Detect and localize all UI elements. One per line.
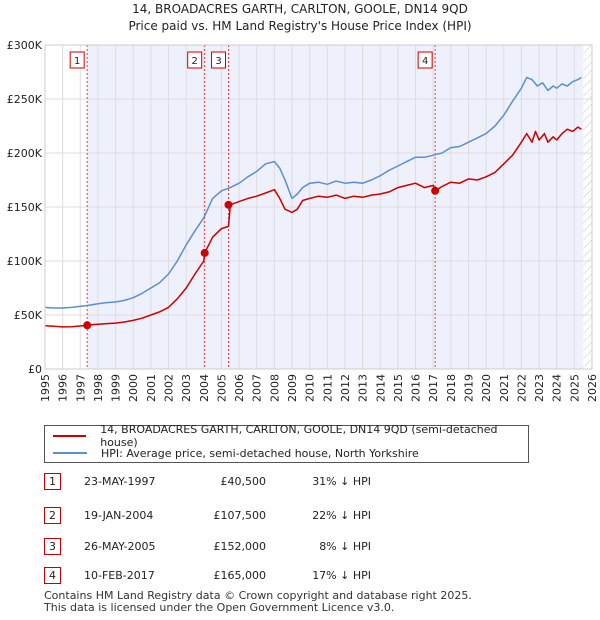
x-tick-label: 2006 [233, 374, 246, 402]
x-tick-label: 1997 [74, 374, 87, 402]
x-tick-label: 1996 [57, 374, 70, 402]
legend-label-hpi: HPI: Average price, semi-detached house,… [101, 446, 419, 460]
sale-number-badge: 2 [44, 507, 61, 524]
sale-point [224, 200, 233, 209]
x-tick-label: 2018 [445, 374, 458, 402]
x-tick-label: 2020 [480, 374, 493, 402]
sale-date: 19-JAN-2004 [84, 509, 154, 522]
sale-number-badge: 4 [44, 567, 61, 584]
x-tick-label: 2019 [462, 374, 475, 402]
sale-date: 10-FEB-2017 [84, 569, 155, 582]
x-tick-label: 2008 [268, 374, 281, 402]
footer: Contains HM Land Registry data © Crown c… [44, 590, 472, 614]
x-tick-label: 2011 [321, 374, 334, 402]
x-tick-label: 2000 [127, 374, 140, 402]
footer-licence: This data is licensed under the Open Gov… [44, 601, 395, 614]
x-tick-label: 2016 [410, 374, 423, 402]
legend-item-property: 14, BROADACRES GARTH, CARLTON, GOOLE, DN… [53, 423, 528, 449]
sale-hpi-diff: 17% ↓ HPI [312, 569, 371, 582]
y-tick-label: £250K [7, 93, 43, 106]
sale-price: £152,000 [213, 540, 267, 553]
x-tick-label: 2002 [163, 374, 176, 402]
sale-hpi-diff: 22% ↓ HPI [312, 509, 371, 522]
plot-frame [44, 44, 593, 370]
sale-price: £107,500 [213, 509, 267, 522]
x-tick-label: 2017 [427, 374, 440, 402]
x-tick-label: 2021 [498, 374, 511, 402]
sale-point [431, 186, 440, 195]
x-tick-label: 2014 [374, 374, 387, 402]
y-tick-label: £0 [28, 363, 42, 376]
x-tick-label: 2012 [339, 374, 352, 402]
x-tick-label: 2023 [533, 374, 546, 402]
sale-point [200, 248, 209, 257]
sale-point [83, 321, 92, 330]
y-tick-label: £100K [7, 255, 43, 268]
sale-label: 1 [74, 56, 80, 67]
y-tick-label: £50K [14, 309, 43, 322]
x-tick-label: 2013 [357, 374, 370, 402]
x-tick-label: 2003 [180, 374, 193, 402]
footer-copyright: Contains HM Land Registry data © Crown c… [44, 589, 472, 602]
legend-item-hpi: HPI: Average price, semi-detached house,… [53, 445, 419, 461]
x-tick-label: 1999 [110, 374, 123, 402]
y-tick-label: £200K [7, 147, 43, 160]
legend-label-property: 14, BROADACRES GARTH, CARLTON, GOOLE, DN… [100, 423, 498, 449]
table-row: 4 10-FEB-2017 £165,000 17% ↓ HPI [44, 566, 444, 586]
x-tick-label: 2001 [145, 374, 158, 402]
hpi-line [44, 76, 582, 309]
sale-label-box [187, 51, 203, 69]
table-row: 3 26-MAY-2005 £152,000 8% ↓ HPI [44, 537, 444, 557]
sale-number-badge: 3 [44, 538, 61, 555]
sale-label-box [69, 51, 85, 69]
sale-label: 4 [422, 56, 428, 67]
legend: 14, BROADACRES GARTH, CARLTON, GOOLE, DN… [44, 423, 529, 463]
chart-subtitle: Price paid vs. HM Land Registry's House … [128, 19, 471, 33]
property-price-line [44, 126, 582, 328]
sale-hpi-diff: 8% ↓ HPI [319, 540, 371, 553]
table-row: 2 19-JAN-2004 £107,500 22% ↓ HPI [44, 506, 444, 526]
sale-label: 3 [215, 56, 221, 67]
x-tick-label: 1995 [39, 374, 52, 402]
legend-swatch-hpi [53, 452, 87, 454]
sale-label-box [211, 51, 227, 69]
x-tick-label: 2026 [586, 374, 599, 402]
x-tick-label: 1998 [92, 374, 105, 402]
sale-date: 26-MAY-2005 [84, 540, 156, 553]
x-tick-label: 2022 [515, 374, 528, 402]
sale-date: 23-MAY-1997 [84, 475, 156, 488]
y-tick-label: £300K [7, 39, 43, 52]
x-tick-label: 2015 [392, 374, 405, 402]
chart-title: 14, BROADACRES GARTH, CARLTON, GOOLE, DN… [132, 2, 468, 16]
sale-label-box [417, 51, 433, 69]
x-tick-label: 2009 [286, 374, 299, 402]
x-tick-label: 2005 [215, 374, 228, 402]
x-tick-label: 2024 [551, 374, 564, 402]
x-tick-label: 2010 [304, 374, 317, 402]
sale-number-badge: 1 [44, 473, 61, 490]
x-tick-label: 2025 [568, 374, 581, 402]
sale-price: £40,500 [220, 475, 267, 488]
x-tick-label: 2007 [251, 374, 264, 402]
y-tick-label: £150K [7, 201, 43, 214]
sale-hpi-diff: 31% ↓ HPI [312, 475, 371, 488]
table-row: 1 23-MAY-1997 £40,500 31% ↓ HPI [44, 472, 444, 492]
sale-label: 2 [192, 56, 198, 67]
price-chart: 14, BROADACRES GARTH, CARLTON, GOOLE, DN… [7, 2, 599, 402]
sale-price: £165,000 [213, 569, 267, 582]
x-tick-label: 2004 [198, 374, 211, 402]
legend-swatch-property [53, 435, 87, 437]
